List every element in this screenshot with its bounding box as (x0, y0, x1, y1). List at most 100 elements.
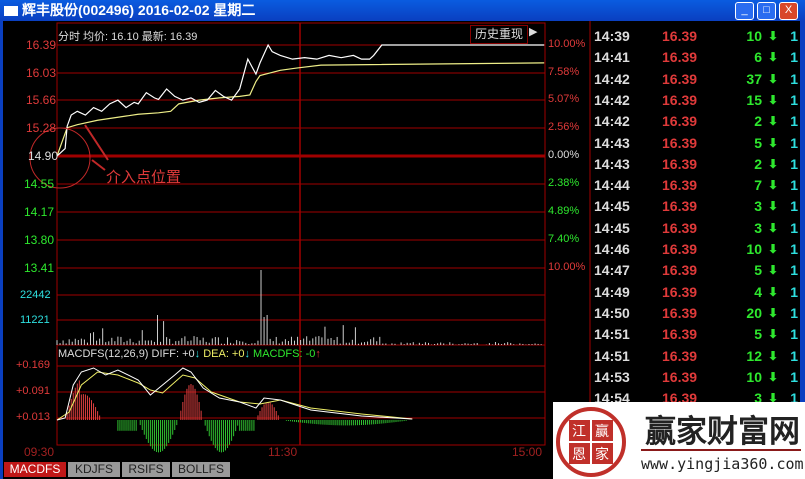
price-label: 13.80 (24, 233, 55, 247)
percent-label: 7.58% (548, 66, 580, 78)
arrow-down-icon: ⬇ (767, 348, 778, 363)
maximize-button[interactable]: □ (757, 2, 776, 20)
percent-label: 0.00% (548, 149, 580, 161)
tick-price: 16.39 (662, 241, 698, 257)
tick-price: 16.39 (662, 155, 698, 172)
price-label: 15.66 (26, 93, 57, 107)
tick-row: 14:49 16.39 4 ⬇ 1 (592, 282, 800, 303)
tick-time: 14:43 (594, 155, 630, 172)
app-icon (4, 6, 18, 16)
price-line (56, 43, 545, 157)
tick-price: 16.39 (662, 347, 698, 364)
svg-text:赢: 赢 (595, 423, 609, 439)
tick-price: 16.39 (662, 326, 698, 343)
tick-time: 14:42 (594, 113, 630, 130)
tab-kdjfs[interactable]: KDJFS (68, 462, 120, 477)
percent-label: 5.07% (548, 93, 580, 105)
tick-price: 16.39 (662, 134, 698, 151)
tick-count: 1 (790, 28, 798, 44)
tick-row: 14:39 16.39 10 ⬇ 1 (592, 26, 800, 47)
tick-price: 16.39 (662, 219, 698, 236)
tick-time: 14:41 (594, 49, 630, 66)
watermark-brand: 赢家财富网 (645, 414, 800, 449)
watermark-logo: 江赢 恩家 赢家财富网 www.yingjia360.com (553, 402, 805, 479)
volume-label-mid: 11221 (20, 314, 50, 326)
tick-price: 16.39 (662, 262, 698, 279)
macd-value: MACDFS: -0 (253, 348, 316, 360)
arrow-down-icon: ⬇ (767, 156, 778, 171)
tick-time: 14:44 (594, 177, 630, 194)
arrow-down-icon: ⬇ (767, 135, 778, 150)
window-frame-right (800, 21, 805, 479)
tick-time: 14:45 (594, 198, 630, 215)
window-title: 辉丰股份(002496) 2016-02-02 星期二 (22, 2, 256, 18)
tick-count: 1 (790, 219, 798, 236)
tick-price: 16.39 (662, 28, 698, 44)
tick-volume: 4 (754, 283, 762, 300)
time-label-noon: 11:30 (268, 445, 298, 459)
tick-row: 14:47 16.39 5 ⬇ 1 (592, 260, 800, 281)
tick-volume: 20 (746, 304, 762, 321)
arrow-up-icon: ↑ (315, 348, 321, 360)
annotation-arrow (84, 124, 109, 161)
volume-label-high: 22442 (20, 289, 51, 301)
tick-price: 16.39 (662, 283, 698, 300)
entry-point-annotation: 介入点位置 (106, 169, 182, 186)
tick-row: 14:45 16.39 3 ⬇ 1 (592, 218, 800, 239)
tick-volume: 3 (754, 198, 762, 215)
tick-time: 14:50 (594, 304, 630, 321)
arrow-down-icon: ⬇ (767, 242, 778, 256)
price-label: 14.17 (24, 205, 55, 219)
price-label: 14.55 (24, 177, 55, 191)
close-button[interactable]: X (779, 2, 798, 20)
play-icon[interactable]: ▶ (529, 26, 538, 38)
tick-price: 16.39 (662, 198, 698, 215)
tick-volume: 3 (754, 390, 762, 407)
arrow-down-icon: ⬇ (767, 71, 778, 86)
tick-price: 16.39 (662, 70, 698, 87)
arrow-down-icon: ⬇ (767, 305, 778, 320)
tick-count: 1 (790, 49, 798, 66)
tick-row: 14:53 16.39 10 ⬇ 1 (592, 367, 800, 388)
history-replay-button[interactable]: 历史重现 (470, 25, 528, 44)
tick-price: 16.39 (662, 49, 698, 66)
average-price-line (56, 62, 545, 157)
tick-price: 16.39 (662, 177, 698, 194)
tick-time: 14:49 (594, 283, 630, 300)
svg-text:江: 江 (572, 423, 586, 439)
svg-text:恩: 恩 (572, 446, 586, 462)
tab-macdfs[interactable]: MACDFS (4, 462, 66, 477)
macd-axis-2: +0.091 (16, 385, 50, 397)
tick-time: 14:46 (594, 241, 630, 257)
chart-info: 分时 均价: 16.10 最新: 16.39 (58, 31, 198, 43)
tab-rsifs[interactable]: RSIFS (122, 462, 170, 477)
tab-bollfs[interactable]: BOLLFS (172, 462, 230, 477)
tick-volume: 5 (754, 134, 762, 151)
minimize-button[interactable]: _ (735, 2, 754, 20)
annotation-arrow (91, 159, 106, 171)
tick-row: 14:51 16.39 5 ⬇ 1 (592, 324, 800, 345)
tick-row: 14:50 16.39 20 ⬇ 1 (592, 303, 800, 324)
tick-count: 1 (790, 304, 798, 321)
percent-label: 7.40% (548, 233, 580, 245)
dea-line (56, 371, 413, 421)
arrow-down-icon: ⬇ (767, 284, 778, 299)
diff-line (56, 367, 413, 421)
tick-row: 14:44 16.39 7 ⬇ 1 (592, 175, 800, 196)
tick-time: 14:39 (594, 28, 630, 44)
time-label-close: 15:00 (512, 445, 543, 459)
watermark-url: www.yingjia360.com (641, 455, 804, 473)
tick-volume: 10 (746, 28, 762, 44)
tick-volume: 2 (754, 113, 762, 130)
tick-volume: 10 (746, 368, 762, 385)
tick-count: 1 (790, 347, 798, 364)
tick-volume: 6 (754, 49, 762, 66)
tick-count: 1 (790, 155, 798, 172)
window-frame-left (0, 21, 3, 479)
arrow-down-icon: ↓ (194, 348, 201, 360)
tick-volume: 12 (746, 347, 762, 364)
tick-volume: 2 (754, 155, 762, 172)
tick-time: 14:47 (594, 262, 630, 279)
tick-volume: 3 (754, 219, 762, 236)
